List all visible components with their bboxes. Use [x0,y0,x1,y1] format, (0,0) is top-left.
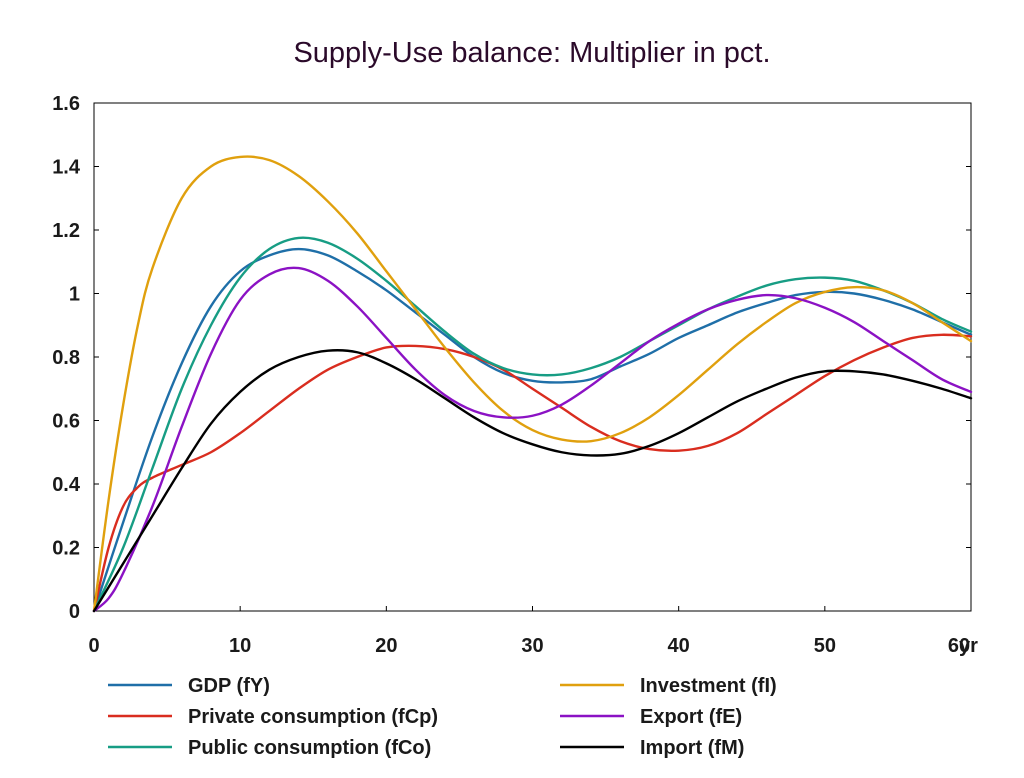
x-axis-unit-label: yr [959,635,978,657]
series-line-public-consumption-fco [92,236,973,613]
y-tick-label: 1.4 [52,157,81,179]
x-tick-label: 10 [229,635,251,657]
y-axis: 0 0.2 0.4 0.6 0.8 1 1.2 1.4 1.6 [52,93,971,623]
series-line-investment-fi [92,155,973,613]
legend: GDP (fY) Private consumption (fCp) Public … [108,675,777,759]
x-tick-label: 20 [375,635,397,657]
legend-label-public-consumption-fco: Public consumption (fCo) [188,737,431,759]
y-tick-label: 0.8 [52,347,80,369]
y-tick-label: 0.2 [52,538,80,560]
x-tick-label: 60 [948,635,970,657]
y-tick-label: 1.2 [52,220,80,242]
legend-label-import-fm: Import (fM) [640,737,744,759]
x-axis: 0 10 20 30 40 50 60 [88,606,972,657]
y-tick-label: 1 [69,284,80,306]
x-tick-label: 30 [521,635,543,657]
legend-label-export-fe: Export (fE) [640,706,742,728]
series-line-export-fe [92,266,973,613]
chart-title: Supply-Use balance: Multiplier in pct. [293,37,770,69]
series-lines [92,155,973,613]
legend-label-private-consumption-fcp: Private consumption (fCp) [188,706,438,728]
y-tick-label: 1.6 [52,93,80,115]
series-line-import-fm [92,349,973,613]
y-tick-label: 0 [69,601,80,623]
y-tick-label: 0.4 [52,474,81,496]
x-tick-label: 50 [814,635,836,657]
x-tick-label: 40 [668,635,690,657]
series-line-private-consumption-fcp [92,333,973,613]
y-tick-label: 0.6 [52,411,80,433]
plot-frame [93,102,972,612]
x-tick-label: 0 [88,635,99,657]
legend-label-gdp-fy: GDP (fY) [188,675,270,697]
legend-label-investment-fi: Investment (fI) [640,675,777,697]
